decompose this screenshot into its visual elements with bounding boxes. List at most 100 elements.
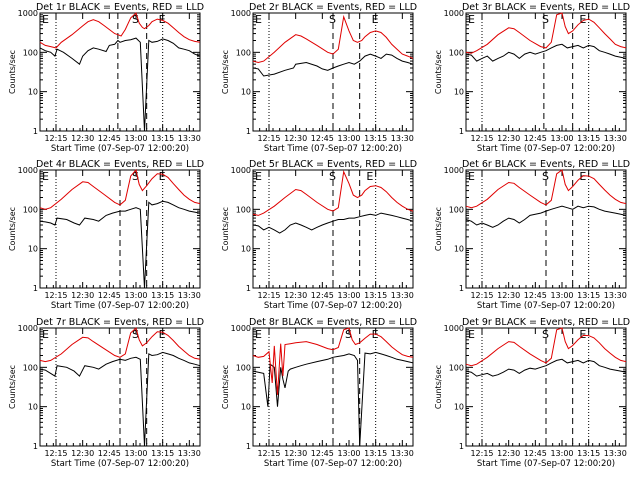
edge-marker-label: E	[42, 328, 49, 341]
panel-7: Det 7r BLACK = Events, RED = LLD 1 10 100 10…	[8, 317, 204, 469]
start-marker-label: S	[542, 328, 549, 341]
panel-4: Det 4r BLACK = Events, RED = LLD 1 10 100 10…	[8, 159, 204, 311]
x-tick-label: 13:15	[151, 291, 174, 300]
x-tick-label: 13:15	[364, 291, 387, 300]
start-marker-label: S	[329, 170, 336, 183]
y-tick-label: 1	[33, 442, 38, 451]
series-line-lld	[465, 169, 627, 209]
edge-marker-label: E	[255, 170, 262, 183]
start-marker-label: S	[345, 328, 352, 341]
x-tick-label: 13:00	[550, 449, 573, 458]
panel-2: Det 2r BLACK = Events, RED = LLD 1 10 100 10…	[221, 2, 417, 154]
x-tick-label: 13:00	[337, 291, 360, 300]
y-tick-label: 10	[454, 88, 464, 97]
panel-9: Det 9r BLACK = Events, RED = LLD 1 10 100 10…	[434, 317, 630, 469]
edge-marker-label: E	[468, 328, 475, 341]
series-line-lld	[39, 168, 201, 210]
panel-title: Det 2r BLACK = Events, RED = LLD	[249, 2, 417, 13]
series-line-lld	[252, 14, 414, 64]
x-tick-label: 12:15	[470, 134, 493, 143]
series-line-lld	[252, 170, 414, 216]
y-tick-label: 100	[236, 363, 251, 372]
y-tick-label: 1	[246, 284, 251, 293]
series-line-events	[252, 351, 414, 447]
edge-marker-label: E	[468, 13, 475, 26]
x-tick-label: 12:30	[284, 449, 307, 458]
y-axis-label: Counts/sec	[434, 207, 443, 251]
x-tick-label: 13:30	[604, 134, 627, 143]
series-line-lld	[465, 12, 627, 54]
series-line-lld	[465, 327, 627, 367]
y-tick-label: 100	[23, 48, 38, 57]
series-line-lld	[39, 327, 201, 363]
panel-8: Det 8r BLACK = Events, RED = LLD 1 10 100 10…	[221, 317, 417, 469]
y-tick-label: 1000	[18, 9, 38, 18]
x-tick-label: 13:15	[364, 134, 387, 143]
x-tick-label: 13:00	[550, 134, 573, 143]
end-marker-label: E	[159, 328, 166, 341]
start-marker-label: S	[132, 328, 139, 341]
x-tick-label: 12:15	[470, 449, 493, 458]
y-tick-label: 100	[236, 205, 251, 214]
x-tick-label: 12:45	[524, 449, 547, 458]
y-tick-label: 1000	[18, 324, 38, 333]
x-axis-label: Start Time (07-Sep-07 12:00:20)	[264, 459, 402, 469]
x-tick-label: 12:45	[524, 134, 547, 143]
series-line-events	[252, 53, 414, 77]
panel-title: Det 3r BLACK = Events, RED = LLD	[462, 2, 630, 13]
series-line-lld	[252, 327, 414, 395]
y-axis-label: Counts/sec	[221, 207, 230, 251]
panel-title: Det 1r BLACK = Events, RED = LLD	[36, 2, 204, 13]
edge-marker-label: E	[255, 328, 262, 341]
y-tick-label: 1	[33, 284, 38, 293]
y-tick-label: 1	[459, 284, 464, 293]
end-marker-label: E	[366, 170, 373, 183]
y-tick-label: 10	[241, 245, 251, 254]
x-tick-label: 13:00	[124, 449, 147, 458]
x-tick-label: 13:15	[364, 449, 387, 458]
x-tick-label: 13:00	[550, 291, 573, 300]
x-tick-label: 12:15	[470, 291, 493, 300]
x-tick-label: 13:00	[337, 134, 360, 143]
panel-title: Det 8r BLACK = Events, RED = LLD	[249, 317, 417, 328]
y-tick-label: 1000	[231, 324, 251, 333]
y-tick-label: 100	[449, 48, 464, 57]
x-tick-label: 12:30	[284, 291, 307, 300]
series-line-events	[465, 43, 627, 62]
x-tick-label: 13:30	[391, 134, 414, 143]
y-axis-label: Counts/sec	[434, 365, 443, 409]
y-tick-label: 100	[236, 48, 251, 57]
series-line-events	[252, 212, 414, 234]
x-tick-label: 13:00	[124, 291, 147, 300]
panel-title: Det 5r BLACK = Events, RED = LLD	[249, 159, 417, 170]
x-tick-label: 13:00	[124, 134, 147, 143]
edge-marker-label: E	[42, 170, 49, 183]
x-tick-label: 12:30	[71, 449, 94, 458]
x-tick-label: 12:30	[284, 134, 307, 143]
y-tick-label: 10	[241, 88, 251, 97]
panel-3: Det 3r BLACK = Events, RED = LLD 1 10 100 10…	[434, 2, 630, 154]
y-tick-label: 10	[454, 403, 464, 412]
x-tick-label: 12:15	[257, 449, 280, 458]
y-tick-label: 1	[246, 127, 251, 136]
edge-marker-label: E	[255, 13, 262, 26]
x-axis-label: Start Time (07-Sep-07 12:00:20)	[477, 144, 615, 154]
x-tick-label: 13:30	[604, 449, 627, 458]
x-tick-label: 12:45	[524, 291, 547, 300]
x-tick-label: 13:00	[337, 449, 360, 458]
y-tick-label: 100	[23, 205, 38, 214]
x-tick-label: 12:45	[98, 449, 121, 458]
y-tick-label: 1000	[444, 9, 464, 18]
x-tick-label: 12:30	[71, 291, 94, 300]
start-marker-label: S	[329, 13, 336, 26]
y-axis-label: Counts/sec	[8, 365, 17, 409]
y-tick-label: 1000	[18, 166, 38, 175]
series-line-events	[39, 37, 201, 132]
x-tick-label: 12:15	[44, 134, 67, 143]
x-axis-label: Start Time (07-Sep-07 12:00:20)	[264, 144, 402, 154]
x-tick-label: 12:30	[497, 291, 520, 300]
panel-title: Det 4r BLACK = Events, RED = LLD	[36, 159, 204, 170]
x-tick-label: 12:45	[311, 134, 334, 143]
y-tick-label: 1	[246, 442, 251, 451]
panel-title: Det 7r BLACK = Events, RED = LLD	[36, 317, 204, 328]
